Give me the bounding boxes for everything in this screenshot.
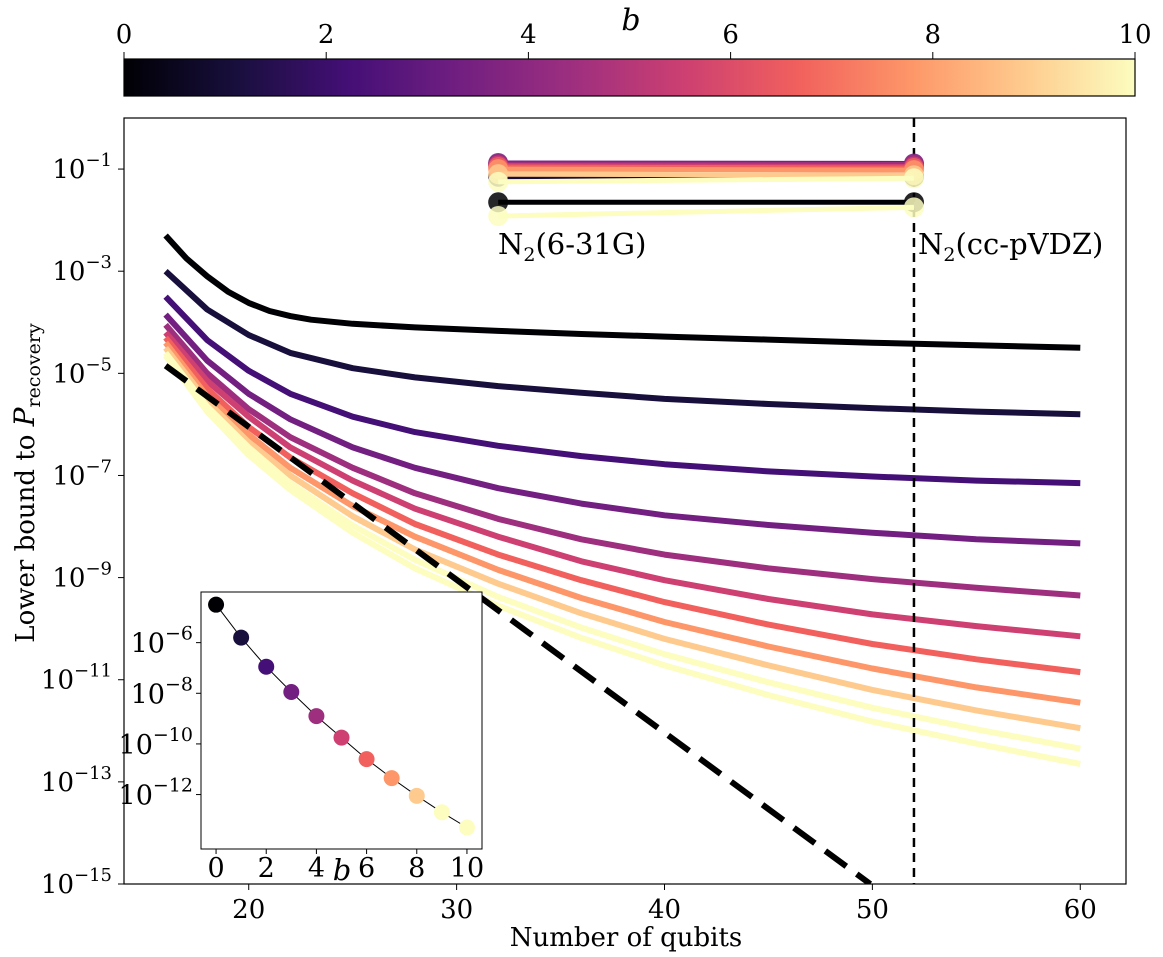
marker-point xyxy=(488,206,509,227)
marker-connector xyxy=(498,166,914,173)
colorbar-tick-label: 2 xyxy=(318,20,335,50)
inset-point xyxy=(333,729,350,746)
series-line xyxy=(163,322,1081,599)
inset-point xyxy=(233,629,250,646)
colorbar-tick-label: 6 xyxy=(722,20,739,50)
x-tick-label: 50 xyxy=(856,895,889,925)
inset-x-tick-label: 6 xyxy=(358,853,375,884)
colorbar-tick-label: 0 xyxy=(116,20,133,50)
marker-point xyxy=(903,197,924,218)
inset-x-tick-label: 2 xyxy=(258,853,275,884)
main-x-axis-label: Number of qubits xyxy=(510,923,743,953)
series-line xyxy=(163,268,1081,418)
inset-x-ticks: 0 2 4 6 8 10 xyxy=(207,849,484,884)
x-tick-label: 60 xyxy=(1064,895,1097,925)
marker-connector xyxy=(498,204,915,219)
main-plot: 20 30 40 50 60 10−110−310−510−710−910−1110−1… xyxy=(8,117,1127,953)
colorbar-tick-label: 8 xyxy=(925,20,942,50)
inset-y-tick-label: 10−12 xyxy=(119,775,193,812)
inset-plot: 0 2 4 6 8 10 10−6 10−8 10−10 10−12 b xyxy=(119,591,484,887)
inset-content xyxy=(208,596,475,836)
series-line xyxy=(163,233,1081,351)
series-line xyxy=(163,294,1081,487)
colorbar-tick-label: 4 xyxy=(520,20,537,50)
inset-point xyxy=(208,596,225,613)
x-tick-label: 30 xyxy=(440,895,473,925)
main-x-ticks: 20 30 40 50 60 xyxy=(232,884,1097,925)
y-tick-label: 10−3 xyxy=(52,252,112,287)
main-y-ticks: 10−1 10−3 10−5 10−7 10−9 10−11 10−13 10−15 xyxy=(41,150,124,900)
marker-connector xyxy=(498,171,914,178)
series-line xyxy=(163,312,1081,547)
annotation-n2-631g: N2(6-31G) xyxy=(498,227,646,266)
inset-point xyxy=(383,770,400,787)
y-tick-label: 10−5 xyxy=(52,354,112,389)
inset-point xyxy=(258,658,275,675)
main-marker-group xyxy=(488,152,924,227)
y-label-prefix: Lower bound to xyxy=(11,426,41,642)
main-y-axis-label: Lower bound to Precovery xyxy=(8,323,45,643)
y-label-symbol: P xyxy=(8,406,41,427)
inset-x-axis-label: b xyxy=(333,853,352,887)
series-line xyxy=(163,330,1081,640)
marker-point xyxy=(488,192,509,213)
inset-x-tick-label: 8 xyxy=(408,853,425,884)
y-tick-label: 10−15 xyxy=(41,865,112,900)
series-line xyxy=(163,340,1081,706)
series-line xyxy=(163,351,1081,752)
colorbar-tick-label: 10 xyxy=(1118,20,1151,50)
y-tick-label: 10−9 xyxy=(52,559,112,594)
annotation-n2-ccpvdz: N2(cc-pVDZ) xyxy=(918,227,1103,266)
x-tick-label: 20 xyxy=(232,895,265,925)
inset-point xyxy=(308,708,325,725)
colorbar-ticks: 0 2 4 6 8 10 xyxy=(116,20,1152,59)
inset-y-ticks: 10−6 10−8 10−10 10−12 xyxy=(119,623,201,812)
y-tick-label: 10−1 xyxy=(52,150,112,185)
inset-y-tick-label: 10−10 xyxy=(119,724,193,761)
inset-y-tick-label: 10−6 xyxy=(131,623,193,660)
colorbar-gradient xyxy=(123,58,1136,97)
reference-dashed-line xyxy=(163,363,873,884)
y-label-subscript: recovery xyxy=(23,323,45,407)
y-tick-label: 10−11 xyxy=(41,661,112,696)
y-tick-label: 10−7 xyxy=(52,456,112,491)
y-tick-label: 10−13 xyxy=(41,763,112,798)
inset-x-tick-label: 4 xyxy=(308,853,325,884)
main-series-group xyxy=(163,118,1081,884)
inset-point xyxy=(433,804,450,821)
inset-x-tick-label: 0 xyxy=(207,853,224,884)
inset-point xyxy=(283,684,300,701)
inset-point xyxy=(358,751,375,768)
inset-x-tick-label: 10 xyxy=(450,853,484,884)
inset-y-tick-label: 10−8 xyxy=(131,673,193,710)
colorbar: 0 2 4 6 8 10 b xyxy=(116,3,1152,97)
colorbar-label: b xyxy=(621,3,640,38)
marker-point xyxy=(488,171,509,192)
inset-point xyxy=(408,787,425,804)
series-line xyxy=(163,345,1081,732)
marker-connector xyxy=(498,175,914,185)
marker-point xyxy=(903,168,924,189)
series-line xyxy=(163,353,1081,767)
inset-point xyxy=(458,819,475,836)
x-tick-label: 40 xyxy=(648,895,681,925)
